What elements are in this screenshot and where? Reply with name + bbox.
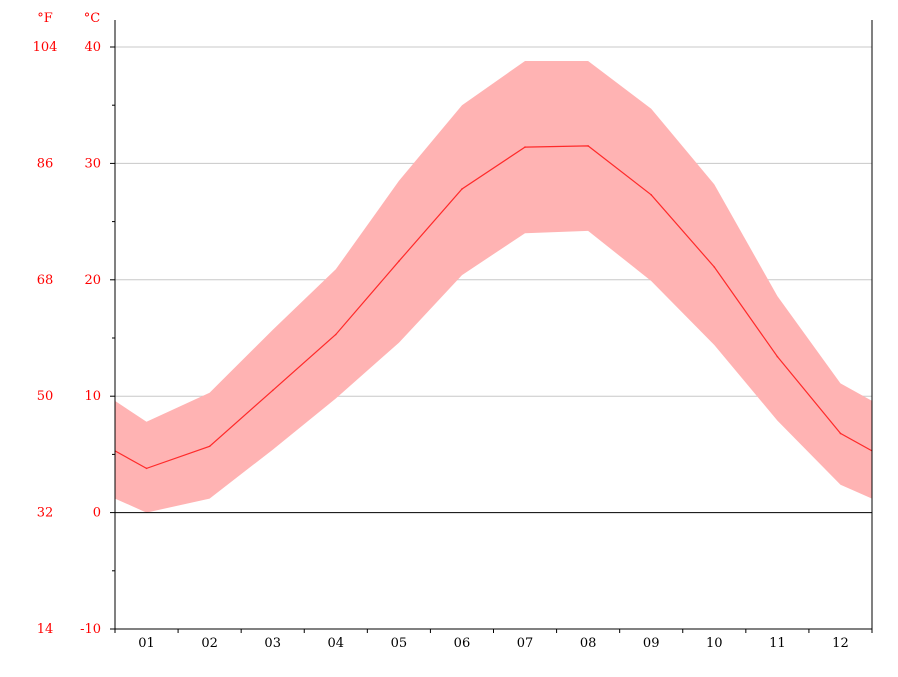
mean-point-05: [398, 260, 400, 262]
axes: [110, 20, 873, 633]
mean-point-07: [524, 146, 526, 148]
y-tick-label-c: -10: [80, 622, 101, 637]
y-tick-label-c: 30: [84, 156, 101, 171]
mean-point-02: [208, 445, 211, 448]
mean-point-04: [334, 333, 337, 336]
temperature-range-band: [115, 61, 872, 513]
x-tick-label: 08: [580, 636, 597, 651]
y-tick-label-f: 86: [37, 156, 54, 171]
x-tick-label: 09: [643, 636, 660, 651]
y-tick-label-f: 14: [37, 622, 54, 637]
mean-point-06: [461, 188, 463, 190]
y-tick-label-c: 0: [93, 506, 101, 521]
x-tick-label: 10: [706, 636, 723, 651]
x-tick-label: 03: [264, 636, 281, 651]
y-tick-label-f: 68: [37, 273, 54, 288]
unit-label-c: °C: [84, 11, 101, 26]
y-tick-label-f: 32: [37, 506, 54, 521]
x-axis-labels: 01 02 03 04 05 06 07 08 09 10 11 12: [138, 636, 848, 651]
y-axis-labels: °F °C -10 14 0 32 10 50 20 68 30 86 40 104: [33, 11, 101, 637]
x-tick-label: 12: [832, 636, 849, 651]
y-tick-label-f: 50: [37, 389, 54, 404]
x-tick-label: 04: [328, 636, 345, 651]
mean-temperature-line: [114, 145, 873, 470]
x-tick-label: 06: [454, 636, 471, 651]
mean-point-08: [587, 145, 589, 147]
mean-point-10: [713, 266, 716, 268]
x-tick-label: 07: [517, 636, 534, 651]
unit-label-f: °F: [37, 11, 53, 26]
y-tick-label-c: 40: [84, 40, 101, 55]
mean-point-09: [650, 194, 653, 196]
x-tick-label: 11: [769, 636, 786, 651]
y-tick-label-c: 20: [84, 273, 101, 288]
x-tick-label: 05: [391, 636, 408, 651]
mean-point-01: [145, 467, 148, 470]
mean-point-03: [271, 389, 274, 392]
x-tick-label: 01: [138, 636, 155, 651]
x-tick-label: 02: [201, 636, 218, 651]
mean-point-12: [839, 432, 842, 435]
mean-point-11: [776, 355, 779, 358]
mean-points: [145, 145, 842, 470]
y-tick-label-f: 104: [33, 40, 58, 55]
y-tick-label-c: 10: [84, 389, 101, 404]
